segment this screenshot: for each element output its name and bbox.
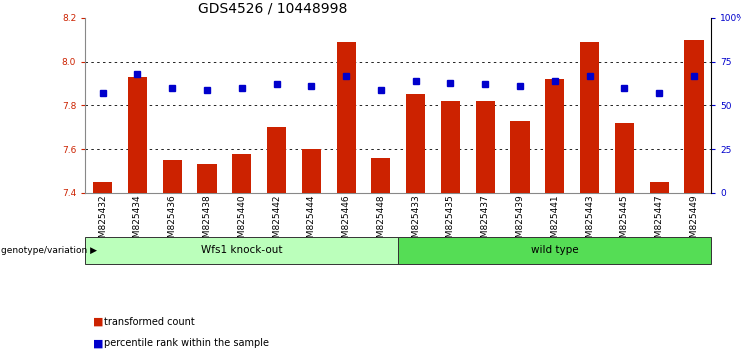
Bar xyxy=(232,154,251,193)
Text: genotype/variation ▶: genotype/variation ▶ xyxy=(1,246,97,255)
Bar xyxy=(93,182,112,193)
Bar xyxy=(162,160,182,193)
Text: percentile rank within the sample: percentile rank within the sample xyxy=(104,338,269,348)
Text: GDS4526 / 10448998: GDS4526 / 10448998 xyxy=(198,1,348,15)
Bar xyxy=(476,101,495,193)
Text: Wfs1 knock-out: Wfs1 knock-out xyxy=(201,245,282,256)
Bar xyxy=(615,123,634,193)
Bar xyxy=(85,237,399,264)
Bar xyxy=(371,158,391,193)
Text: ■: ■ xyxy=(93,338,103,348)
Bar xyxy=(302,149,321,193)
Bar xyxy=(197,165,216,193)
Bar xyxy=(511,121,530,193)
Bar xyxy=(685,40,703,193)
Bar xyxy=(650,182,668,193)
Bar xyxy=(399,237,711,264)
Bar xyxy=(580,42,599,193)
Text: wild type: wild type xyxy=(531,245,579,256)
Text: ■: ■ xyxy=(93,317,103,327)
Bar xyxy=(128,77,147,193)
Bar xyxy=(406,95,425,193)
Bar xyxy=(267,127,286,193)
Bar xyxy=(545,79,565,193)
Text: transformed count: transformed count xyxy=(104,317,194,327)
Bar xyxy=(441,101,460,193)
Bar xyxy=(336,42,356,193)
